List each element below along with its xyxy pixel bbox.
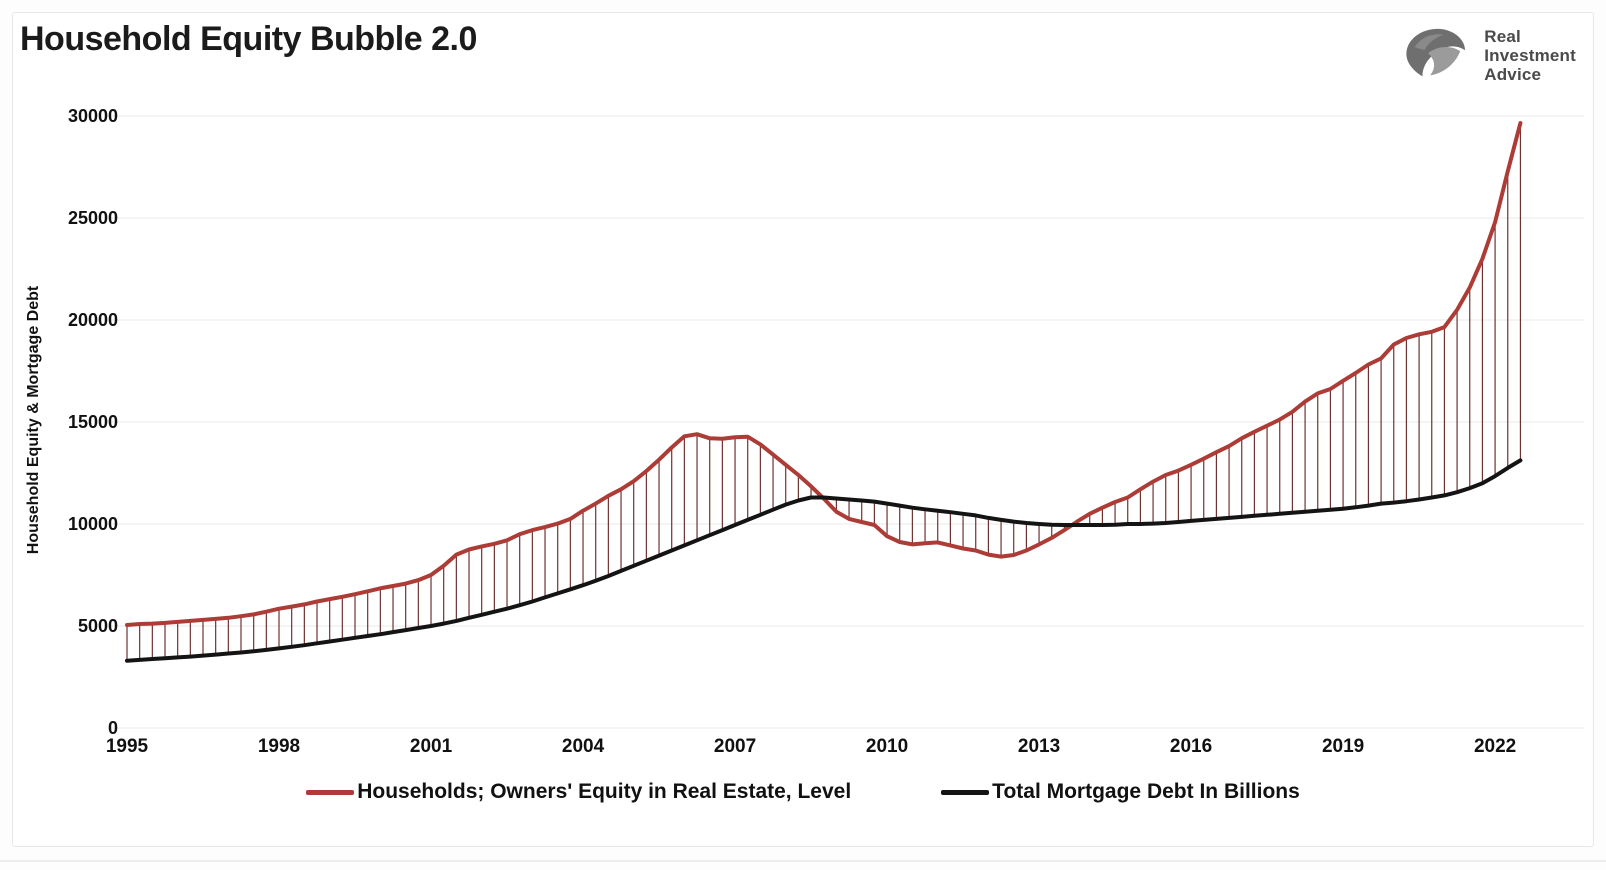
legend-item-debt: Total Mortgage Debt In Billions — [941, 780, 1300, 804]
logo-text: Real Investment Advice — [1484, 27, 1576, 84]
svg-text:30000: 30000 — [68, 106, 118, 126]
ria-logo: Real Investment Advice — [1400, 24, 1576, 86]
hatch-lines — [126, 123, 1522, 661]
svg-text:25000: 25000 — [68, 208, 118, 228]
legend-item-equity: Households; Owners' Equity in Real Estat… — [306, 780, 851, 804]
logo-line-3: Advice — [1484, 64, 1542, 84]
svg-text:0: 0 — [108, 718, 118, 738]
logo-line-2: Investment — [1484, 45, 1576, 65]
debt-legend-swatch — [941, 789, 990, 795]
eagle-icon — [1406, 28, 1466, 77]
chart-legend: Households; Owners' Equity in Real Estat… — [0, 780, 1606, 804]
equity-line — [125, 121, 1523, 627]
svg-text:1995: 1995 — [106, 736, 149, 757]
svg-text:1998: 1998 — [258, 736, 300, 757]
page-title: Household Equity Bubble 2.0 — [20, 20, 477, 58]
svg-text:2013: 2013 — [1018, 736, 1060, 757]
svg-text:2004: 2004 — [562, 736, 605, 757]
y-axis-title: Household Equity & Mortgage Debt — [25, 285, 42, 555]
y-axis-labels: 0 5000 10000 15000 20000 25000 30000 — [68, 106, 118, 738]
svg-text:2001: 2001 — [410, 736, 453, 757]
svg-text:2007: 2007 — [714, 736, 756, 757]
svg-text:15000: 15000 — [68, 412, 118, 432]
equity-legend-swatch — [306, 789, 355, 795]
x-axis-labels: 1995 1998 2001 2004 2007 2010 2013 2016 2019 2022 — [106, 736, 1516, 757]
svg-text:2016: 2016 — [1170, 736, 1212, 757]
bottom-divider — [0, 860, 1606, 862]
svg-text:20000: 20000 — [68, 310, 118, 330]
svg-text:2010: 2010 — [866, 736, 908, 757]
svg-text:2019: 2019 — [1322, 736, 1364, 757]
mortgage-debt-line — [125, 458, 1523, 663]
svg-text:2022: 2022 — [1474, 736, 1516, 757]
debt-legend-label: Total Mortgage Debt In Billions — [992, 780, 1300, 803]
logo-line-1: Real — [1484, 26, 1521, 46]
svg-text:10000: 10000 — [68, 514, 118, 534]
svg-text:5000: 5000 — [78, 616, 118, 636]
equity-legend-label: Households; Owners' Equity in Real Estat… — [357, 780, 852, 803]
grid-lines — [110, 115, 1584, 729]
